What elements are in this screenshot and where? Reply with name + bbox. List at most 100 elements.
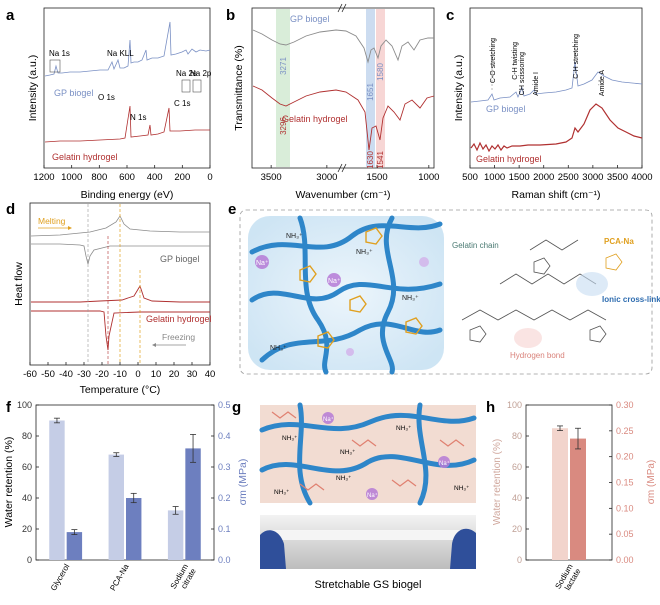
- panel-d-xtick-label: -50: [41, 369, 55, 380]
- panel-f-bar-strength: [126, 498, 142, 560]
- panel-c-ylabel: Intensity (a.u.): [453, 55, 465, 122]
- panel-g-schematic: Na⁺ Na⁺ Na⁺ NH₃⁺ NH₃⁺ NH₃⁺ NH₃⁺ NH₃⁺ NH₃…: [259, 402, 477, 591]
- panel-g-label-nh3-6: NH₃⁺: [454, 485, 470, 492]
- panel-d-legend-gp: GP biogel: [160, 254, 199, 264]
- panel-h-ytick-label: 100: [507, 400, 522, 410]
- panel-a-annot-o1s: O 1s: [98, 93, 115, 102]
- panel-g-left-glove: [260, 530, 286, 569]
- panel-d-ylabel: Heat flow: [13, 262, 25, 306]
- panel-letter-b: b: [226, 7, 235, 24]
- panel-b-band-green: [276, 9, 290, 167]
- panel-c-xtick-label: 500: [462, 172, 478, 183]
- panel-b-gelatin-series: [252, 85, 435, 151]
- panel-d-freezing-arrowhead: [152, 343, 156, 347]
- panel-e-gelatin-network: [249, 215, 443, 375]
- panel-h-category-label: Sodiumlactate: [553, 562, 582, 595]
- panel-e-label-na1: Na⁺: [256, 260, 269, 267]
- panel-e-pcana-molecules: [299, 227, 423, 349]
- panel-c-frame: [469, 7, 643, 169]
- panel-g-label-nh3-4: NH₃⁺: [274, 489, 290, 496]
- panel-a-xlabel: Binding energy (eV): [81, 189, 174, 201]
- panel-d-melting-arrowhead: [68, 226, 72, 230]
- panel-c-xtick-label: 3500: [607, 172, 628, 183]
- panel-h-ytick-label: 20: [512, 524, 522, 534]
- panel-e-ionic-highlight: [576, 272, 608, 296]
- panel-h-ytick-label: 40: [512, 493, 522, 503]
- panel-c-legend-gp: GP biogel: [486, 104, 525, 114]
- panel-letter-g: g: [232, 399, 241, 416]
- panel-g-na-ions: [322, 412, 450, 500]
- panel-b-xtick-label: 3000: [316, 172, 337, 183]
- panel-b-gp-series: [252, 29, 434, 64]
- panel-b-annot-1541: 1541: [376, 151, 385, 169]
- panel-c-raman: 500 1000 1500 2000 2500 3000 3500 4000 Raman sh…: [453, 7, 653, 201]
- panel-g-lactate-molecules: [271, 411, 465, 491]
- panel-f-ytick-label: 60: [22, 462, 32, 472]
- panel-h-ytick-label: 0: [517, 555, 522, 565]
- panel-h-ytick-label: 60: [512, 462, 522, 472]
- panel-e-na-ions: [255, 255, 429, 356]
- panel-f-category-label: Sodiumcitrate: [169, 562, 198, 595]
- panel-f-ytick-label: 80: [22, 431, 32, 441]
- panel-f-y2label: σm (MPa): [237, 459, 249, 506]
- panel-h-ylabel: Water retention (%): [492, 439, 503, 525]
- panel-g-label-na1: Na⁺: [323, 416, 334, 423]
- panel-c-gelatin-series: [470, 103, 643, 153]
- panel-f-y2tick-label: 0.1: [218, 524, 231, 534]
- panel-d-xtick-label: 0: [135, 369, 140, 380]
- panel-a-xtick-label: 200: [174, 172, 190, 183]
- panel-letter-d: d: [6, 201, 15, 218]
- panel-b-ftir: 3500 3000 1500 1000 Wavenumber (cm⁻¹) Trans…: [233, 3, 439, 201]
- panel-h-bar-chart: Sodiumlactate 0 20 40 60 80 100 0.00 0.05 0.10 0.1…: [492, 400, 657, 595]
- panel-b-legend-gelatin: Gelatin hydrogel: [282, 114, 348, 124]
- panel-a-xtick-label: 600: [119, 172, 135, 183]
- panel-f-y2tick-label: 0.2: [218, 493, 231, 503]
- panel-c-gp-series: [470, 61, 643, 103]
- panel-letter-a: a: [6, 7, 15, 24]
- panel-f-frame: [35, 404, 215, 561]
- panel-h-bar-strength: [570, 438, 586, 560]
- panel-c-legend-gelatin: Gelatin hydrogel: [476, 154, 542, 164]
- panel-h-y2label: σm (MPa): [646, 460, 657, 505]
- panel-b-axis-break-1: [337, 163, 343, 173]
- panel-c-annot-chstretch: C-H stretching: [573, 34, 580, 79]
- panel-a-annot-na2s: Na 2s: [176, 69, 197, 78]
- panel-d-xtick-label: 10: [151, 369, 162, 380]
- panel-g-photo: [260, 515, 476, 569]
- panel-b-xlabel: Wavenumber (cm⁻¹): [296, 189, 391, 201]
- panel-f-ytick-label: 100: [17, 400, 32, 410]
- panel-d-gelatin-heating: [31, 284, 210, 303]
- panel-g-label-nh3-2: NH₃⁺: [340, 449, 356, 456]
- panel-e-hbond-highlight: [514, 328, 542, 348]
- panel-g-right-glove: [450, 528, 476, 569]
- panel-f-y2tick-label: 0.0: [218, 555, 231, 565]
- panel-c-xtick-label: 1500: [509, 172, 530, 183]
- panel-d-xtick-label: -30: [77, 369, 91, 380]
- panel-h-frame: [525, 404, 613, 561]
- panel-h-y2tick-label: 0.15: [616, 478, 634, 488]
- panel-h-y2tick-label: 0.05: [616, 529, 634, 539]
- panel-f-y2tick-label: 0.3: [218, 462, 231, 472]
- panel-g-label-na3: Na⁺: [367, 492, 378, 499]
- panel-d-annot-melting: Melting: [38, 216, 66, 226]
- panel-a-xtick-label: 400: [147, 172, 163, 183]
- panel-d-xtick-label: 30: [187, 369, 198, 380]
- panel-letter-e: e: [228, 201, 236, 218]
- panel-e-label-nh3-2: NH₃⁺: [356, 249, 373, 256]
- panel-f-ytick-label: 0: [27, 555, 32, 565]
- panel-f-bar-strength: [185, 448, 201, 560]
- panel-f-bar-water: [167, 510, 184, 560]
- panel-f-category-word: PCA-Na: [108, 562, 131, 592]
- panel-f-bar-water: [108, 454, 124, 560]
- panel-c-xtick-label: 3000: [582, 172, 603, 183]
- panel-b-axis-break-4: [341, 3, 347, 13]
- panel-d-dsc: -60 -50 -40 -30 -20 -10 0 10 20 30 40 Temperature …: [13, 202, 216, 396]
- panel-d-xtick-label: 40: [205, 369, 216, 380]
- panel-b-frame: [251, 7, 435, 169]
- panel-a-x-ticks: 1200 1000 800 600 400 200 0: [33, 165, 213, 183]
- panel-e-label-na2: Na⁺: [328, 278, 341, 285]
- panel-e-molecular-structure: [461, 239, 623, 343]
- panel-h-bar-water: [552, 428, 568, 560]
- panel-d-gelatin-cooling: [31, 310, 210, 351]
- panel-g-label-nh3-3: NH₃⁺: [396, 425, 412, 432]
